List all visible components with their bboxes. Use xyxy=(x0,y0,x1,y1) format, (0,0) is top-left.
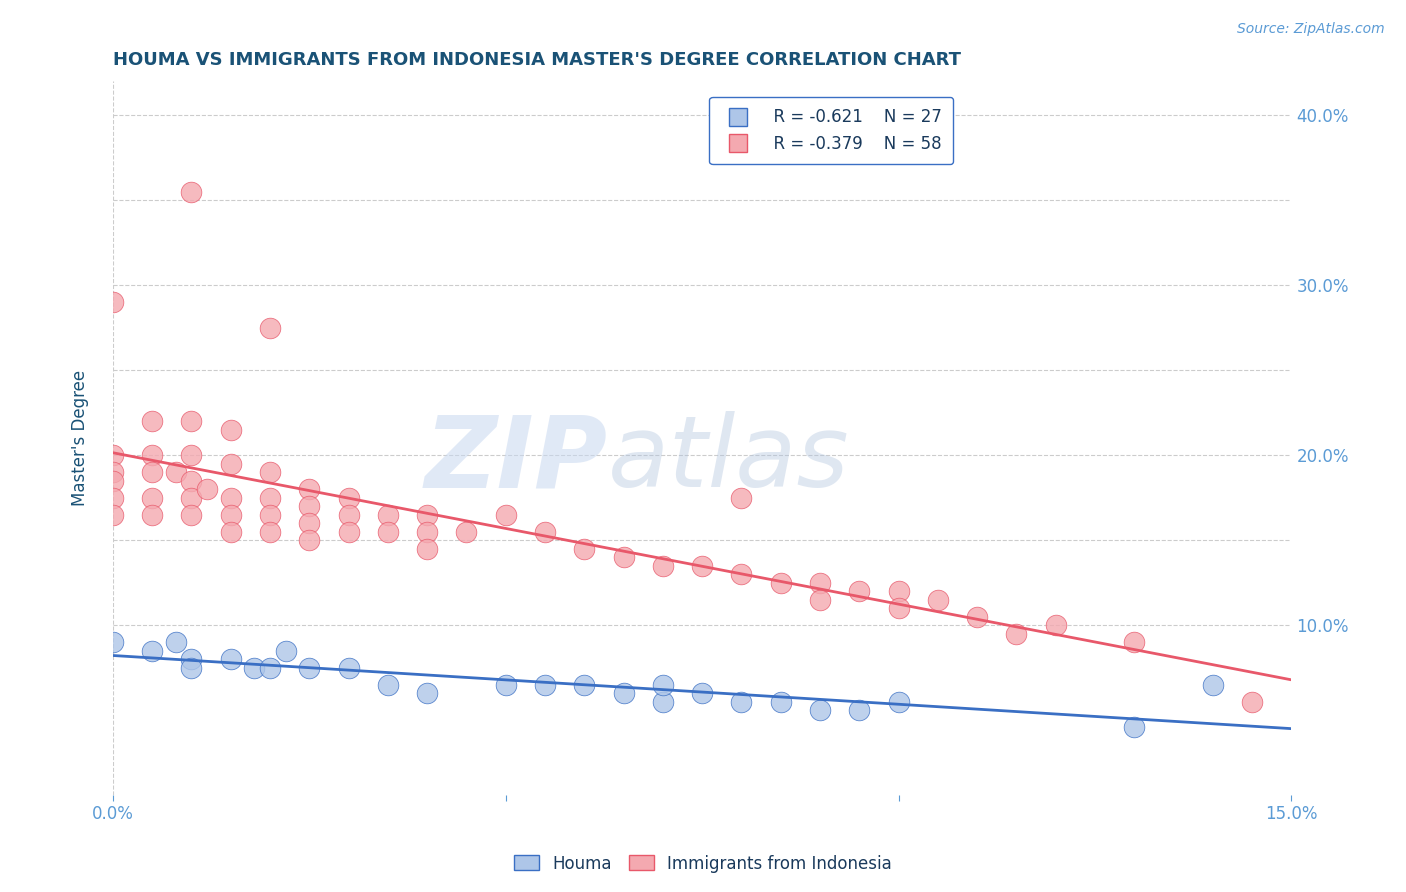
Point xyxy=(180,660,202,674)
Point xyxy=(534,677,557,691)
Point xyxy=(848,703,870,717)
Point xyxy=(180,508,202,522)
Point xyxy=(887,584,910,599)
Point xyxy=(219,457,242,471)
Point xyxy=(377,508,399,522)
Point xyxy=(769,575,792,590)
Text: Source: ZipAtlas.com: Source: ZipAtlas.com xyxy=(1237,22,1385,37)
Point xyxy=(298,482,321,496)
Point xyxy=(141,643,163,657)
Point xyxy=(298,533,321,548)
Point xyxy=(219,652,242,666)
Point xyxy=(769,695,792,709)
Point xyxy=(887,601,910,615)
Point xyxy=(730,491,752,505)
Point xyxy=(1202,677,1225,691)
Point xyxy=(808,592,831,607)
Point xyxy=(574,541,596,556)
Point xyxy=(966,609,988,624)
Point xyxy=(259,660,281,674)
Point xyxy=(651,677,673,691)
Y-axis label: Master's Degree: Master's Degree xyxy=(72,370,89,507)
Point xyxy=(141,508,163,522)
Point xyxy=(337,508,360,522)
Point xyxy=(495,677,517,691)
Point xyxy=(180,185,202,199)
Point xyxy=(651,558,673,573)
Point xyxy=(416,508,439,522)
Point xyxy=(1123,635,1146,649)
Point xyxy=(101,491,124,505)
Point xyxy=(101,508,124,522)
Point xyxy=(730,567,752,582)
Legend: Houma, Immigrants from Indonesia: Houma, Immigrants from Indonesia xyxy=(508,848,898,880)
Point xyxy=(690,686,713,700)
Point xyxy=(730,695,752,709)
Point xyxy=(377,524,399,539)
Text: ZIP: ZIP xyxy=(425,411,607,508)
Point xyxy=(141,491,163,505)
Point xyxy=(416,524,439,539)
Point xyxy=(195,482,218,496)
Point xyxy=(243,660,266,674)
Point xyxy=(927,592,949,607)
Text: atlas: atlas xyxy=(607,411,849,508)
Point xyxy=(456,524,478,539)
Point xyxy=(298,499,321,513)
Point xyxy=(1045,618,1067,632)
Point xyxy=(1005,626,1028,640)
Point xyxy=(337,524,360,539)
Point xyxy=(219,423,242,437)
Point xyxy=(259,491,281,505)
Point xyxy=(165,635,187,649)
Point xyxy=(298,516,321,531)
Point xyxy=(180,448,202,462)
Point xyxy=(141,465,163,479)
Point xyxy=(180,491,202,505)
Point xyxy=(887,695,910,709)
Point xyxy=(298,660,321,674)
Point xyxy=(416,541,439,556)
Point xyxy=(259,508,281,522)
Point xyxy=(219,508,242,522)
Point xyxy=(180,652,202,666)
Point xyxy=(808,575,831,590)
Point xyxy=(219,491,242,505)
Point xyxy=(651,695,673,709)
Point xyxy=(180,474,202,488)
Point xyxy=(613,686,636,700)
Legend:   R = -0.621    N = 27,   R = -0.379    N = 58: R = -0.621 N = 27, R = -0.379 N = 58 xyxy=(709,97,953,164)
Point xyxy=(180,414,202,428)
Point xyxy=(495,508,517,522)
Point xyxy=(574,677,596,691)
Point xyxy=(690,558,713,573)
Point xyxy=(101,295,124,310)
Point xyxy=(101,448,124,462)
Point xyxy=(141,414,163,428)
Point xyxy=(259,320,281,334)
Point xyxy=(101,635,124,649)
Point xyxy=(165,465,187,479)
Point xyxy=(1123,720,1146,734)
Point xyxy=(274,643,297,657)
Point xyxy=(101,465,124,479)
Point xyxy=(534,524,557,539)
Point xyxy=(337,491,360,505)
Point xyxy=(377,677,399,691)
Point xyxy=(101,474,124,488)
Point xyxy=(416,686,439,700)
Text: HOUMA VS IMMIGRANTS FROM INDONESIA MASTER'S DEGREE CORRELATION CHART: HOUMA VS IMMIGRANTS FROM INDONESIA MASTE… xyxy=(112,51,960,69)
Point xyxy=(613,550,636,565)
Point xyxy=(259,465,281,479)
Point xyxy=(848,584,870,599)
Point xyxy=(808,703,831,717)
Point xyxy=(219,524,242,539)
Point xyxy=(259,524,281,539)
Point xyxy=(141,448,163,462)
Point xyxy=(1241,695,1264,709)
Point xyxy=(337,660,360,674)
